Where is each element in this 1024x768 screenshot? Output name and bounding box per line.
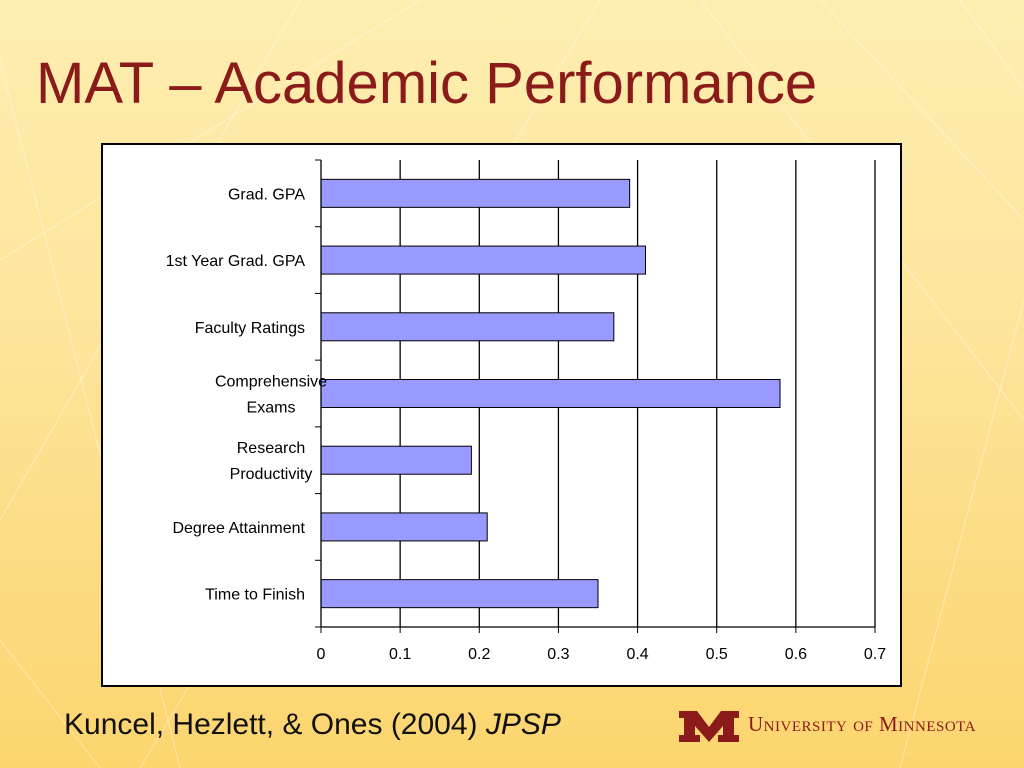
bar xyxy=(320,512,488,542)
y-category-label: Faculty Ratings xyxy=(195,320,305,337)
citation-journal: JPSP xyxy=(485,708,561,741)
chart-panel: 0 0.1 0.2 0.3 0.4 0.5 0.6 0.7 Grad. GPA 1st Year … xyxy=(101,143,902,687)
slide-title: MAT – Academic Performance xyxy=(36,51,818,116)
chart-labels: 0 0.1 0.2 0.3 0.4 0.5 0.6 0.7 Grad. GPA 1st Year … xyxy=(166,186,887,663)
x-tick-label: 0.5 xyxy=(706,646,728,663)
bar-chart: 0 0.1 0.2 0.3 0.4 0.5 0.6 0.7 Grad. GPA 1st Year … xyxy=(166,159,887,663)
y-category-label: Degree Attainment xyxy=(172,520,305,537)
y-category-label: Research xyxy=(237,440,305,457)
y-category-label: Comprehensive xyxy=(215,374,327,391)
x-tick-label: 0.1 xyxy=(389,646,411,663)
x-tick-label: 0 xyxy=(317,646,326,663)
bar xyxy=(320,178,631,208)
chart-bars xyxy=(320,178,781,609)
y-category-label: Exams xyxy=(247,400,296,417)
y-category-label: 1st Year Grad. GPA xyxy=(166,253,306,270)
citation: Kuncel, Hezlett, & Ones (2004) JPSP xyxy=(64,708,561,742)
bar xyxy=(320,445,472,475)
x-tick-label: 0.2 xyxy=(468,646,490,663)
chart-axes xyxy=(315,159,876,633)
x-tick-label: 0.3 xyxy=(547,646,569,663)
bar xyxy=(320,579,599,609)
y-category-label: Productivity xyxy=(230,466,313,483)
y-category-label: Time to Finish xyxy=(205,587,305,604)
university-wordmark: University of Minnesota xyxy=(748,712,976,736)
x-tick-label: 0.6 xyxy=(785,646,807,663)
y-category-label: Grad. GPA xyxy=(228,186,305,203)
bar xyxy=(320,378,781,409)
x-tick-label: 0.4 xyxy=(626,646,648,663)
block-m-icon xyxy=(679,711,739,742)
x-tick-label: 0.7 xyxy=(864,646,886,663)
university-logo xyxy=(679,711,739,742)
bar xyxy=(320,245,646,275)
citation-authors: Kuncel, Hezlett, & Ones (2004) xyxy=(64,708,478,741)
bar xyxy=(320,312,615,342)
